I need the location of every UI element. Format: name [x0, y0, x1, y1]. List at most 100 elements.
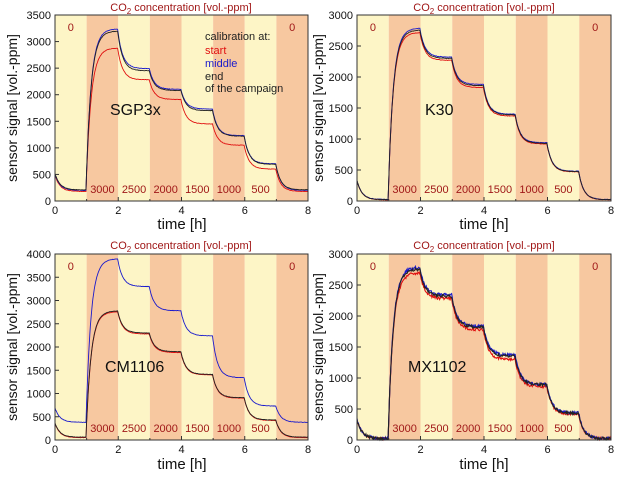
band-rect [55, 254, 87, 440]
band-label: 3000 [90, 184, 114, 196]
y-tick-label: 1000 [27, 389, 51, 401]
band-rect [357, 15, 389, 201]
axis-ticks: 0 2 4 6 8 0 500 1000 1500 2000 2500 3000 [329, 10, 615, 217]
legend-start: start [205, 45, 226, 57]
x-axis-label: time [h] [459, 456, 508, 473]
band-rect [452, 254, 484, 440]
y-tick-label: 0 [347, 435, 353, 447]
band-label: 0 [592, 261, 598, 273]
band-label: 1500 [488, 423, 512, 435]
band-rect [244, 254, 277, 440]
band-label: 2000 [153, 184, 177, 196]
band-rect [547, 254, 580, 440]
series-line-end [54, 310, 309, 438]
x-tick-label: 4 [178, 444, 184, 456]
x-tick-label: 8 [608, 444, 614, 456]
x-tick-label: 4 [481, 205, 487, 217]
series-lines [356, 264, 612, 442]
background-bands: 0 3000 2500 2000 1500 1000 500 0 [357, 15, 611, 201]
band-label: 1000 [217, 184, 241, 196]
x-tick-label: 8 [305, 205, 311, 217]
band-rect [276, 15, 308, 201]
band-label: 3000 [392, 423, 416, 435]
sensor-name: SGP3x [110, 102, 161, 119]
x-axis-label: time [h] [459, 216, 508, 233]
band-label: 500 [251, 184, 269, 196]
band-label: 1500 [185, 423, 209, 435]
band-rect [579, 254, 611, 440]
sensor-name: MX1102 [408, 359, 467, 376]
band-label: 0 [289, 22, 295, 34]
band-rect [452, 15, 484, 201]
y-tick-label: 2500 [27, 63, 51, 75]
band-rect [55, 15, 87, 201]
sensor-name: CM1106 [105, 359, 164, 376]
y-tick-label: 3000 [27, 37, 51, 49]
y-tick-label: 2500 [329, 41, 353, 53]
series-line-start [54, 47, 308, 192]
band-label: 2000 [153, 423, 177, 435]
y-tick-label: 2000 [27, 342, 51, 354]
band-rect [181, 254, 214, 440]
band-rect [515, 254, 548, 440]
band-label: 2500 [122, 423, 146, 435]
band-rect [149, 254, 182, 440]
band-rect [213, 254, 245, 440]
legend: calibration at: start middle end of the … [205, 31, 283, 95]
band-label: 0 [68, 22, 74, 34]
y-tick-label: 0 [45, 196, 51, 208]
band-label: 1000 [519, 184, 543, 196]
y-axis-label: sensor signal [vol.-ppm] [4, 273, 20, 421]
x-axis-label: time [h] [157, 456, 206, 473]
x-tick-label: 2 [115, 205, 121, 217]
y-tick-label: 3000 [329, 249, 353, 261]
band-label: 2000 [456, 184, 480, 196]
band-rect [276, 254, 308, 440]
y-tick-label: 2000 [27, 90, 51, 102]
band-rect [515, 15, 548, 201]
band-rect [420, 254, 453, 440]
legend-heading: calibration at: [205, 31, 270, 43]
band-rect [547, 15, 580, 201]
band-rect [86, 15, 119, 201]
x-tick-label: 6 [544, 444, 550, 456]
series-line-middle [54, 258, 309, 423]
x-tick-label: 8 [608, 205, 614, 217]
x-axis-label: time [h] [157, 216, 206, 233]
y-tick-label: 500 [335, 165, 353, 177]
y-tick-label: 1500 [329, 103, 353, 115]
x-tick-label: 0 [52, 205, 58, 217]
y-axis-label: sensor signal [vol.-ppm] [310, 34, 326, 182]
band-label: 0 [370, 261, 376, 273]
y-axis-label: sensor signal [vol.-ppm] [310, 273, 326, 421]
band-label: 2500 [424, 184, 448, 196]
panel-title: CO2 concentration [vol.-ppm] [110, 2, 251, 16]
y-tick-label: 3500 [27, 272, 51, 284]
band-rect [86, 254, 119, 440]
band-label: 500 [251, 423, 269, 435]
panel-title: CO2 concentration [vol.-ppm] [413, 2, 554, 16]
y-axis-label: sensor signal [vol.-ppm] [4, 34, 20, 182]
band-rect [149, 15, 182, 201]
background-bands: 0 3000 2500 2000 1500 1000 500 0 [55, 254, 308, 440]
band-label: 1000 [519, 423, 543, 435]
axis-ticks: 0 2 4 6 8 0 500 1000 1500 2000 2500 3000 3500 4000 [27, 249, 312, 456]
y-tick-label: 4000 [27, 249, 51, 261]
series-lines [54, 28, 309, 192]
panel-title: CO2 concentration [vol.-ppm] [110, 240, 251, 254]
y-tick-label: 1500 [329, 342, 353, 354]
band-label: 3000 [392, 184, 416, 196]
band-rect [420, 15, 453, 201]
series-line-end [54, 30, 309, 191]
x-tick-label: 6 [242, 205, 248, 217]
x-tick-label: 0 [354, 444, 360, 456]
y-tick-label: 1000 [329, 134, 353, 146]
band-rect [579, 15, 611, 201]
y-tick-label: 1000 [329, 373, 353, 385]
background-bands: 0 3000 2500 2000 1500 1000 500 0 [357, 254, 611, 440]
y-tick-label: 1500 [27, 365, 51, 377]
band-rect [388, 15, 421, 201]
band-label: 2000 [456, 423, 480, 435]
legend-end-2: of the campaign [205, 83, 283, 95]
x-tick-label: 2 [115, 444, 121, 456]
